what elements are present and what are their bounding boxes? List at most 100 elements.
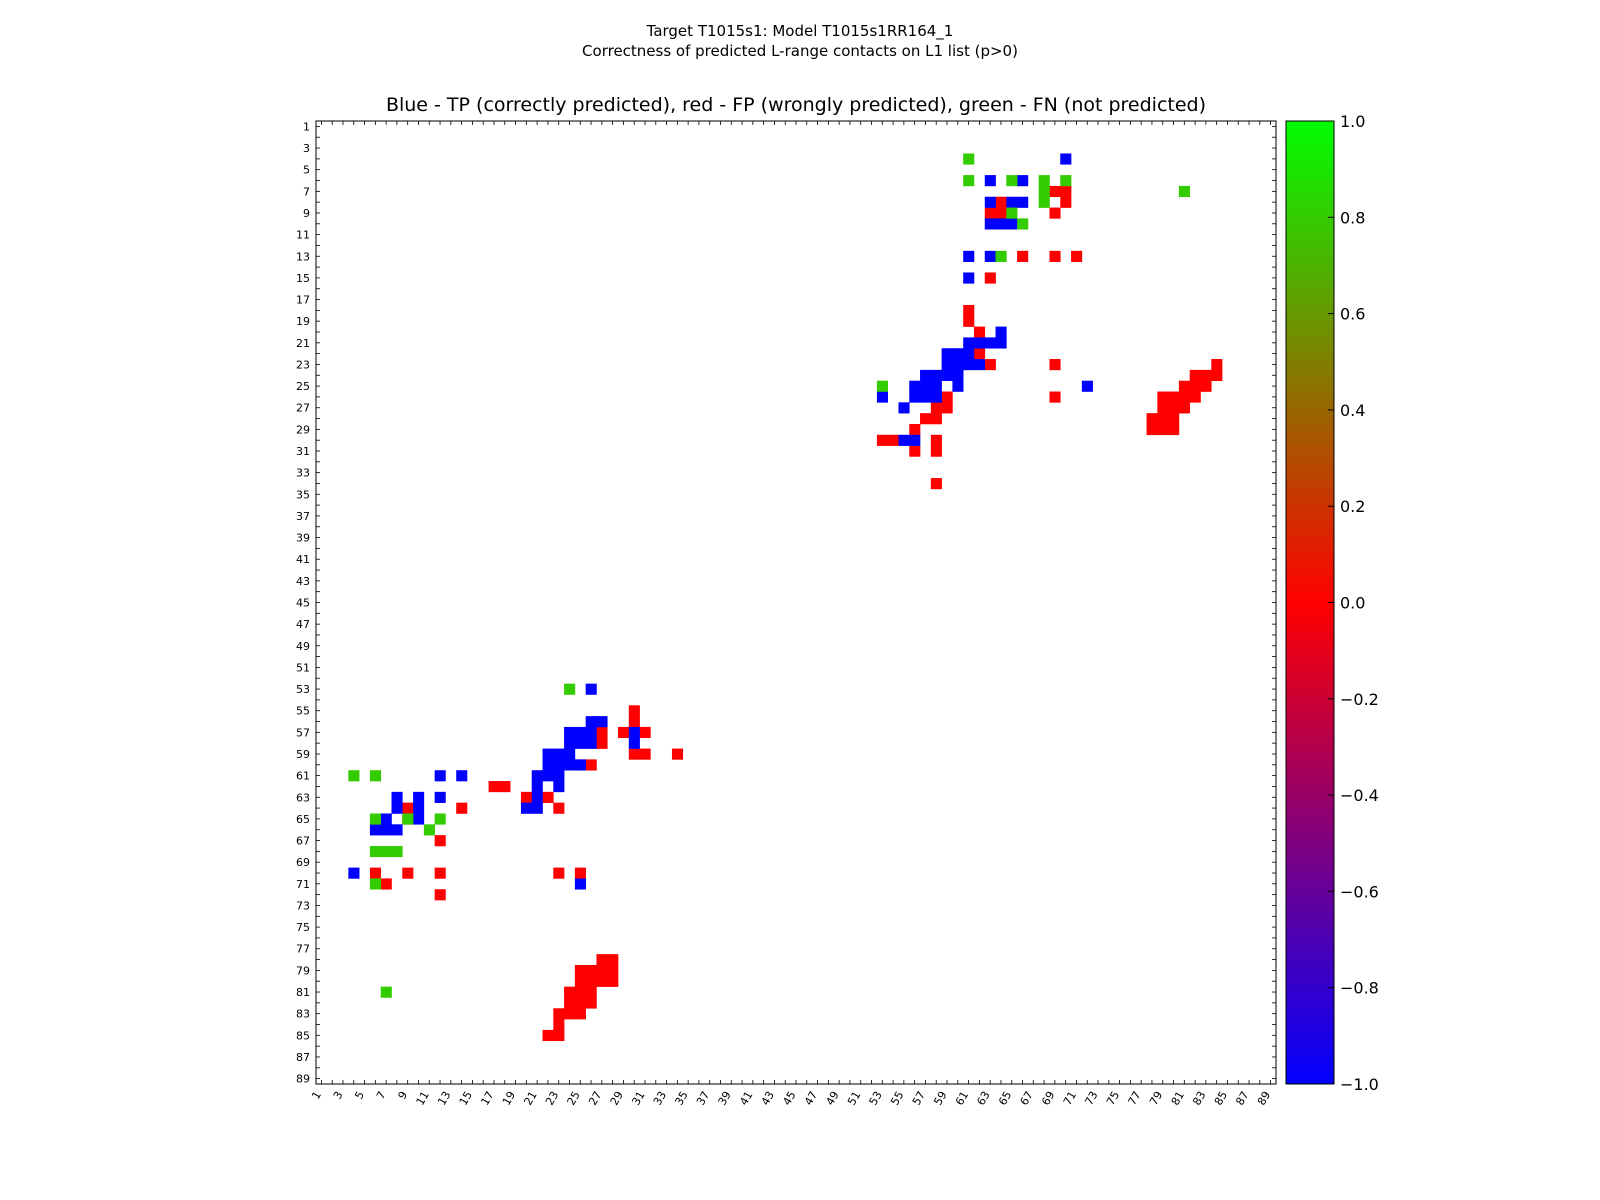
tp-cell [585, 683, 597, 695]
tp-cell [920, 380, 932, 392]
x-tick-label: 43 [759, 1089, 777, 1108]
y-tick-label: 51 [296, 661, 310, 674]
fn-cell [1017, 218, 1029, 230]
fp-cell [596, 737, 608, 749]
fp-cell [1157, 391, 1169, 403]
y-tick-label: 19 [296, 315, 310, 328]
tp-cell [564, 737, 576, 749]
x-tick-label: 55 [888, 1089, 906, 1108]
colorbar-tick-label: −0.8 [1340, 979, 1379, 998]
fp-cell [553, 1029, 565, 1042]
fp-cell [1071, 250, 1083, 262]
colorbar-tick-label: 0.4 [1340, 401, 1365, 420]
fn-cell [369, 845, 382, 858]
fn-cell [369, 813, 382, 825]
fp-cell [1060, 185, 1072, 198]
colorbar-tick-label: 0.0 [1340, 594, 1365, 613]
tp-cell [585, 737, 597, 749]
x-tick-label: 19 [500, 1089, 518, 1108]
fp-cell [995, 196, 1007, 208]
tp-cell [909, 380, 921, 392]
tp-cell [564, 726, 576, 739]
fp-cell [553, 1008, 565, 1020]
x-tick-label: 31 [629, 1089, 647, 1108]
tp-cell [531, 770, 543, 782]
y-tick-label: 41 [296, 553, 310, 566]
tp-cell [553, 759, 565, 771]
fp-cell [1178, 391, 1191, 403]
fp-cell [607, 954, 619, 966]
tp-cell [553, 748, 565, 760]
fp-cell [1189, 391, 1201, 403]
tp-cell [995, 326, 1007, 338]
y-tick-label: 29 [296, 423, 310, 436]
x-tick-label: 63 [974, 1089, 992, 1108]
fn-cell [369, 770, 382, 782]
y-tick-label: 69 [296, 856, 310, 869]
x-tick-label: 7 [374, 1089, 389, 1102]
x-tick-label: 79 [1147, 1089, 1165, 1108]
tp-cell [941, 369, 953, 381]
tp-cell [542, 748, 554, 760]
x-tick-label: 37 [694, 1089, 712, 1108]
fn-cell [348, 770, 360, 782]
fp-cell [553, 802, 565, 814]
y-tick-label: 81 [296, 986, 310, 999]
tp-cell [984, 175, 996, 187]
fp-cell [574, 964, 586, 977]
tp-cell [920, 369, 932, 381]
fp-cell [564, 986, 576, 998]
fp-cell [488, 781, 500, 793]
fp-cell [1168, 423, 1180, 436]
x-tick-label: 5 [352, 1089, 367, 1102]
fp-cell [564, 1008, 576, 1020]
x-tick-label: 27 [586, 1089, 604, 1108]
fn-cell [380, 986, 392, 998]
tp-cell [585, 726, 597, 739]
fp-cell [639, 748, 651, 760]
fp-cell [628, 748, 640, 760]
tp-cell [963, 359, 975, 371]
x-tick-label: 29 [608, 1089, 626, 1108]
x-tick-label: 53 [867, 1089, 885, 1108]
fp-cell [930, 445, 942, 457]
x-tick-label: 47 [802, 1089, 820, 1108]
tp-cell [876, 391, 888, 403]
fp-cell [930, 478, 942, 490]
tp-cell [574, 878, 586, 890]
fp-cell [585, 997, 597, 1009]
tp-cell [1060, 153, 1072, 165]
fn-cell [1038, 175, 1050, 187]
fp-cell [553, 867, 565, 879]
y-tick-label: 57 [296, 726, 310, 739]
y-tick-label: 67 [296, 835, 310, 848]
figure-suptitle: Target T1015s1: Model T1015s1RR164_1 [646, 22, 954, 40]
x-tick-label: 89 [1255, 1089, 1273, 1108]
x-tick-label: 23 [543, 1089, 561, 1108]
tp-cell [531, 791, 543, 803]
fp-cell [574, 867, 586, 879]
tp-cell [391, 802, 403, 814]
contact-cells [348, 153, 1223, 1042]
y-tick-label: 87 [296, 1051, 310, 1064]
fp-cell [434, 835, 446, 847]
fp-cell [984, 359, 996, 371]
fp-cell [607, 964, 619, 977]
x-tick-label: 25 [565, 1089, 583, 1108]
y-tick-label: 11 [296, 229, 310, 242]
tp-cell [542, 770, 554, 782]
x-tick-label: 85 [1212, 1089, 1230, 1108]
x-tick-label: 67 [1018, 1089, 1036, 1108]
tp-cell [380, 824, 392, 836]
tp-cell [413, 802, 425, 814]
colorbar: 1.0 0.8 0.6 0.4 0.2 0.0 −0.2 −0.4 −0.6 −0.8 −1.0 [1285, 112, 1379, 1094]
fn-cell [1038, 185, 1050, 198]
tp-cell [973, 337, 986, 349]
fn-cell [1006, 207, 1018, 219]
fp-cell [973, 326, 986, 338]
x-tick-label: 33 [651, 1089, 669, 1108]
y-tick-label: 31 [296, 445, 310, 458]
plot-frame [315, 120, 1277, 1085]
y-tick-label: 3 [303, 142, 310, 155]
x-tick-label: 83 [1190, 1089, 1208, 1108]
